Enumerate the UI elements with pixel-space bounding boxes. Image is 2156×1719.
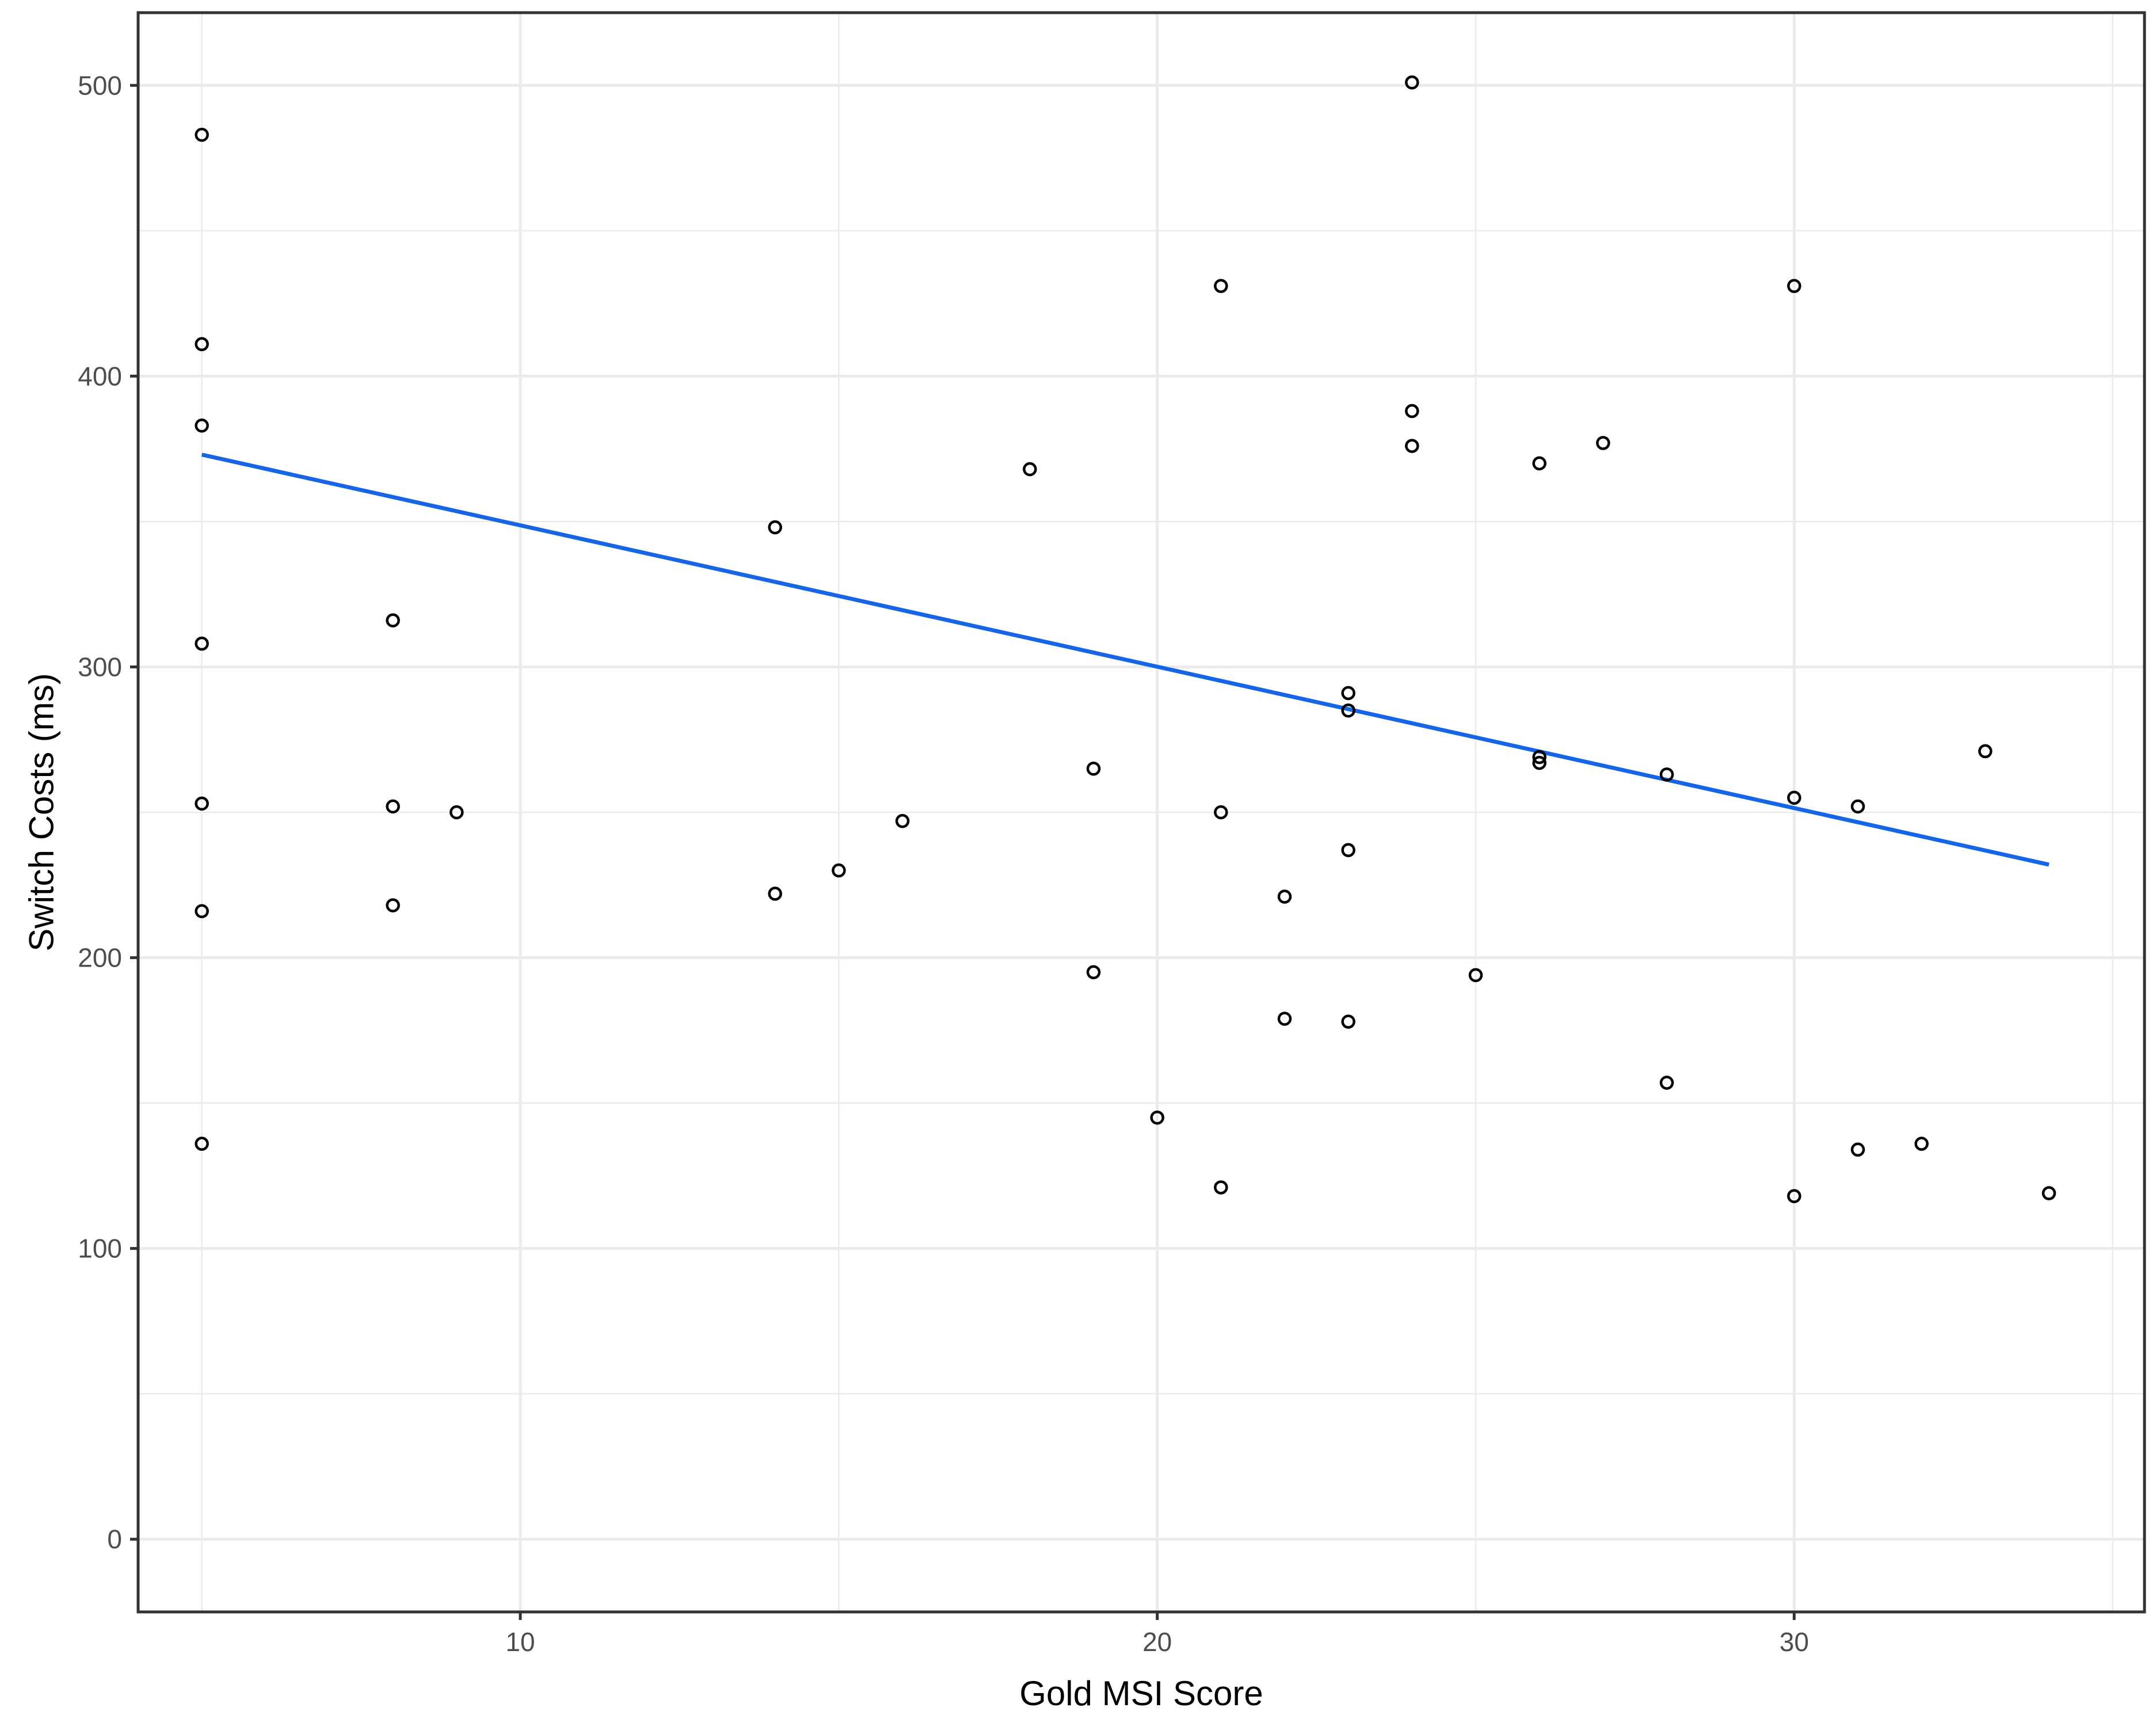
regression-line <box>201 452 2050 867</box>
panel-border <box>136 11 2146 1614</box>
data-point <box>1787 1189 1801 1203</box>
x-tick-labels: 10 20 30 <box>505 1627 1809 1657</box>
data-point <box>1532 755 1546 770</box>
data-point <box>1086 761 1101 776</box>
data-point <box>768 887 782 901</box>
data-point <box>1023 462 1037 477</box>
y-tick-label: 400 <box>78 361 122 391</box>
axis-ticks <box>130 83 1796 1620</box>
data-point <box>832 863 846 878</box>
y-tick-label: 200 <box>78 943 122 973</box>
data-point <box>1214 279 1228 294</box>
data-point <box>1086 965 1101 980</box>
data-point <box>1341 686 1355 701</box>
data-point <box>1214 805 1228 820</box>
data-point <box>1405 404 1419 419</box>
data-point <box>1341 1014 1355 1029</box>
minor-gridlines <box>138 13 2144 1612</box>
data-point <box>1850 799 1865 814</box>
data-point <box>1341 703 1355 718</box>
y-axis-title: Switch Costs (ms) <box>22 673 61 951</box>
data-point <box>1277 889 1292 904</box>
data-point <box>1787 790 1801 805</box>
y-tick-label: 100 <box>78 1234 122 1264</box>
data-point <box>386 613 400 627</box>
x-tick-label: 10 <box>505 1627 535 1657</box>
data-point <box>1596 436 1610 450</box>
data-point <box>1914 1136 1929 1151</box>
data-point <box>386 799 400 814</box>
data-point <box>1659 767 1674 782</box>
data-point <box>1214 1180 1228 1195</box>
y-tick-label: 300 <box>78 652 122 682</box>
x-tick-label: 30 <box>1780 1627 1809 1657</box>
data-point <box>1341 843 1355 857</box>
data-point <box>1850 1142 1865 1157</box>
y-tick-label: 500 <box>78 70 122 100</box>
data-point <box>1532 456 1546 471</box>
data-point <box>1532 750 1546 765</box>
data-point <box>768 520 782 535</box>
data-point <box>450 805 464 820</box>
data-point <box>2041 1186 2056 1200</box>
y-tick-label: 0 <box>107 1524 122 1554</box>
data-point <box>195 337 209 352</box>
data-point <box>1150 1110 1164 1125</box>
data-point <box>195 904 209 918</box>
x-axis-title: Gold MSI Score <box>1019 1674 1263 1713</box>
data-point <box>386 898 400 912</box>
data-point <box>195 796 209 811</box>
data-point <box>195 636 209 651</box>
regression-line-group <box>201 452 2050 867</box>
data-point <box>1405 439 1419 453</box>
data-point <box>1978 744 1993 759</box>
x-tick-label: 20 <box>1142 1627 1172 1657</box>
data-point <box>1405 75 1419 90</box>
data-point <box>1468 968 1483 983</box>
data-point <box>195 127 209 142</box>
data-point <box>195 1136 209 1151</box>
data-point <box>195 418 209 433</box>
data-point <box>1787 279 1801 294</box>
data-point <box>1659 1075 1674 1090</box>
data-points <box>195 75 2056 1203</box>
y-tick-labels: 0 100 200 300 400 500 <box>78 70 122 1554</box>
data-point <box>1277 1011 1292 1026</box>
data-point <box>895 813 910 828</box>
